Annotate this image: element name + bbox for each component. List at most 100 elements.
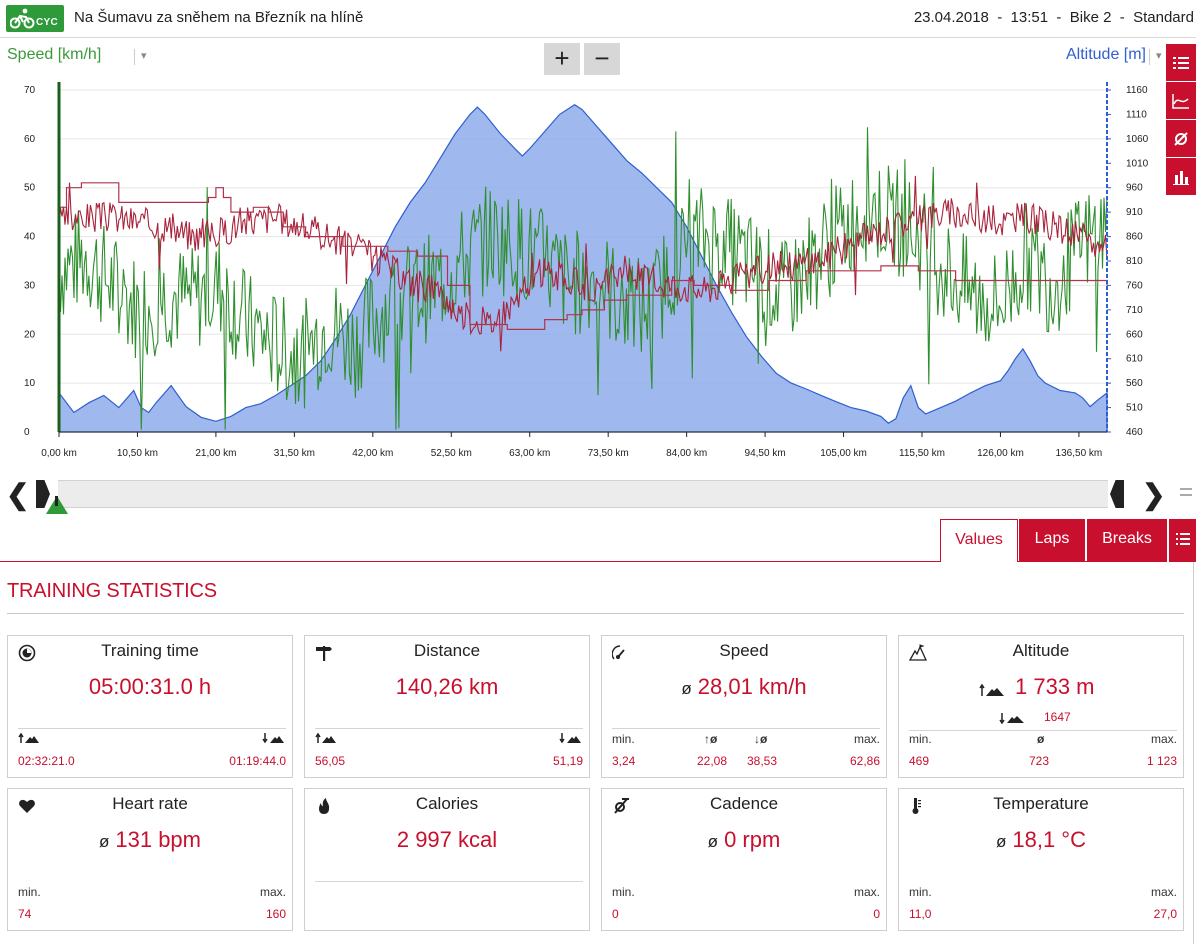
x-tick-label: 105,00 km [820,448,867,459]
card-title: Cadence [709,794,779,813]
right-tick-label: 1110 [1126,109,1147,120]
right-tick-label: 1010 [1126,158,1149,169]
heart-rate-line [58,175,1108,352]
heart-icon [19,799,35,813]
speedometer-icon [612,645,625,660]
card-distance: Distance 140,26 km 56,05 51,19 [304,635,590,778]
uphill-avg-speed: 22,08 [697,754,728,768]
slider-menu-icon[interactable] [1180,488,1192,496]
tab-values[interactable]: Values [940,519,1018,562]
left-tick-label: 60 [24,134,36,145]
position-marker-icon[interactable] [46,496,68,516]
slider-right-handle[interactable] [1110,480,1124,508]
card-divider [18,728,286,729]
left-axis-dropdown-icon[interactable]: ▾ [134,49,147,65]
x-tick-label: 84,00 km [666,448,707,459]
max-label: max. [853,732,880,746]
training-chart[interactable]: 70 60 50 40 30 20 10 0 1160 1110 1060 1010 960 910 860… [0,38,1196,470]
descent-icon [999,713,1024,724]
x-tick-label: 52,50 km [431,448,472,459]
x-tick-label: 136,50 km [1056,448,1103,459]
card-title: Altitude [1012,641,1070,660]
slider-left-arrow[interactable]: ❮ [6,479,30,510]
right-axis-label[interactable]: Altitude [m] [1065,46,1146,63]
max-cadence: 0 [873,907,880,921]
cyc-logo[interactable]: CYC [6,5,64,32]
card-value: 2 997 kcal [396,827,498,852]
slider-track[interactable] [58,480,1108,508]
card-divider [612,728,880,729]
uphill-avg-label: ↑ø [704,732,718,746]
right-axis-dropdown-icon[interactable]: ▾ [1149,49,1162,65]
zoom-out-button[interactable]: − [584,43,620,75]
min-label: min. [909,885,932,899]
max-temperature: 27,0 [1153,907,1177,921]
card-training-time: Training time 05:00:31.0 h 02:32:21.0 01… [7,635,293,778]
lap-average-step-line [58,182,1108,330]
card-title: Training time [101,641,199,660]
card-heart-rate: Heart rate ø 131 bpm min. max. 74 160 [7,788,293,931]
card-value: ø 18,1 °C [899,827,1183,853]
min-altitude: 469 [909,754,930,768]
x-tick-label: 21,00 km [195,448,236,459]
bar-chart-icon[interactable] [1166,158,1196,195]
line-chart-icon[interactable] [1166,82,1196,119]
right-tick-label: 1160 [1126,85,1148,96]
right-tick-label: 560 [1126,378,1143,389]
card-cadence: Cadence ø 0 rpm min. max. 0 0 [601,788,887,931]
tab-breaks[interactable]: Breaks [1087,519,1167,562]
chart-panel: 70 60 50 40 30 20 10 0 1160 1110 1060 1010 960 910 860… [0,38,1196,470]
card-speed: Speed ø 28,01 km/h min. ↑ø ↓ø max. 3,24 2… [601,635,887,778]
right-tick-label: 760 [1126,280,1143,291]
left-tick-label: 20 [24,329,36,340]
card-altitude: Altitude 1 733 m 1647 min. ø max. 469 72… [898,635,1184,778]
left-axis-label[interactable]: Speed [km/h] [7,46,102,63]
uphill-icon [315,732,336,743]
average-symbol: ø [995,832,1007,851]
crank-icon [614,798,629,814]
x-tick-label: 94,50 km [745,448,786,459]
card-divider [909,730,1177,731]
left-tick-label: 40 [24,232,36,243]
right-tick-label: 460 [1126,427,1143,438]
tab-laps[interactable]: Laps [1019,519,1085,562]
x-tick-label: 31,50 km [274,448,315,459]
chart-side-toolbar [1166,44,1196,196]
average-icon[interactable] [1166,120,1196,157]
right-tick-label: 810 [1126,256,1143,267]
scrollbar-edge[interactable] [1193,562,1194,944]
x-tick-label: 63,00 km [509,448,550,459]
min-label: min. [612,885,635,899]
average-symbol: ø [98,832,110,851]
downhill-distance: 51,19 [552,754,583,768]
average-temperature: 18,1 °C [1012,827,1086,852]
min-temperature: 11,0 [909,907,932,921]
left-tick-label: 50 [24,183,36,194]
card-value: 05:00:31.0 h [88,674,212,699]
left-tick-label: 30 [24,280,36,291]
card-temperature: Temperature ø 18,1 °C min. max. 11,0 27,0 [898,788,1184,931]
card-value: ø 131 bpm [8,827,292,853]
header-bar: CYC Na Šumavu za sněhem na Březník na hl… [0,0,1196,38]
zoom-in-button[interactable]: + [544,43,580,75]
card-value: ø 0 rpm [602,827,886,853]
downhill-avg-label: ↓ø [754,732,768,746]
logo-text: CYC [36,17,59,28]
average-symbol: ø [681,679,692,698]
right-tick-label: 1060 [1126,134,1149,145]
list-icon[interactable] [1166,44,1196,81]
slider-right-arrow[interactable]: ❯ [1142,479,1166,510]
card-calories: Calories 2 997 kcal [304,788,590,931]
max-altitude: 1 123 [1146,754,1177,768]
card-value: ø 28,01 km/h [602,674,886,700]
training-title: Na Šumavu za sněhem na Březník na hlíně [74,9,364,26]
slider-left-handle[interactable] [36,480,50,508]
right-tick-label: 860 [1126,232,1143,243]
thermometer-icon [912,798,921,814]
tab-menu-icon[interactable] [1169,519,1196,562]
left-tick-label: 0 [24,427,30,438]
stats-title: TRAINING STATISTICS [7,580,217,602]
cyclist-icon [10,8,35,29]
min-label: min. [612,732,635,746]
max-label: max. [853,885,880,899]
